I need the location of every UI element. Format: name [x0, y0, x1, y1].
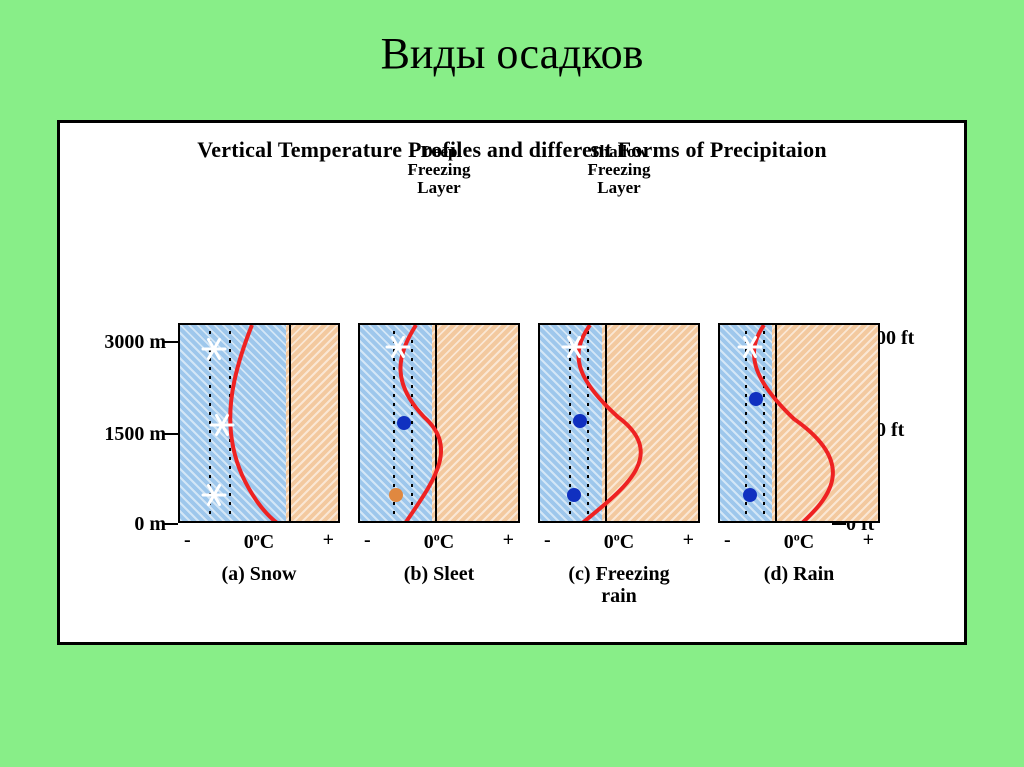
- raindrop-icon: [567, 488, 581, 502]
- panel-c: ShallowFreezingLayer-0oC+(c) Freezingrai…: [538, 201, 700, 401]
- minus-label: -: [724, 529, 731, 552]
- panel-caption: (b) Sleet: [358, 563, 520, 585]
- panel-caption: (a) Snow: [178, 563, 340, 585]
- profile-svg: [540, 325, 700, 523]
- profile-svg: [180, 325, 340, 523]
- snowflake-icon: [203, 485, 225, 504]
- snowflake-icon: [203, 339, 225, 358]
- chart-box: [718, 323, 880, 523]
- panel-top-label: ShallowFreezingLayer: [538, 143, 700, 197]
- panel-top-label: DeepFreezingLayer: [358, 143, 520, 197]
- raindrop-icon: [749, 392, 763, 406]
- panel-b: DeepFreezingLayer-0oC+(b) Sleet: [358, 201, 520, 401]
- zero-c-label: 0oC: [424, 531, 454, 553]
- profile-svg: [720, 325, 880, 523]
- chart-box: [178, 323, 340, 523]
- x-axis-label: - 0oC +: [358, 529, 520, 554]
- plus-label: +: [323, 529, 334, 552]
- slide-title: Виды осадков: [0, 0, 1024, 79]
- axis-tick: 0 m: [134, 513, 166, 536]
- raindrop-icon: [743, 488, 757, 502]
- raindrop-icon: [573, 414, 587, 428]
- slide: Виды осадков Vertical Temperature Profil…: [0, 0, 1024, 767]
- tick-mark: [164, 523, 178, 525]
- minus-label: -: [544, 529, 551, 552]
- chart-box: [538, 323, 700, 523]
- ice-pellet-icon: [389, 488, 403, 502]
- panel-a: -0oC+(a) Snow: [178, 201, 340, 401]
- x-axis-label: - 0oC +: [718, 529, 880, 554]
- figure: Vertical Temperature Profiles and differ…: [57, 120, 967, 645]
- plus-label: +: [863, 529, 874, 552]
- plus-label: +: [503, 529, 514, 552]
- tick-mark: [164, 341, 178, 343]
- axis-tick: 3000 m: [104, 331, 166, 354]
- zero-c-label: 0oC: [784, 531, 814, 553]
- panel-caption: (d) Rain: [718, 563, 880, 585]
- tick-mark: [164, 433, 178, 435]
- zero-c-label: 0oC: [244, 531, 274, 553]
- x-axis-label: - 0oC +: [538, 529, 700, 554]
- panel-d: -0oC+(d) Rain: [718, 201, 880, 401]
- raindrop-icon: [397, 416, 411, 430]
- zero-c-label: 0oC: [604, 531, 634, 553]
- axis-tick: 1500 m: [104, 423, 166, 446]
- tick-mark: [832, 523, 846, 525]
- profile-svg: [360, 325, 520, 523]
- plus-label: +: [683, 529, 694, 552]
- panel-caption: (c) Freezingrain: [538, 563, 700, 607]
- panels-area: 3000 m 1500 m 0 m 10000 ft 5000 ft 0 ft …: [60, 201, 964, 621]
- chart-box: [358, 323, 520, 523]
- temperature-profile: [230, 325, 280, 523]
- x-axis-label: - 0oC +: [178, 529, 340, 554]
- temperature-profile: [754, 325, 833, 523]
- minus-label: -: [364, 529, 371, 552]
- minus-label: -: [184, 529, 191, 552]
